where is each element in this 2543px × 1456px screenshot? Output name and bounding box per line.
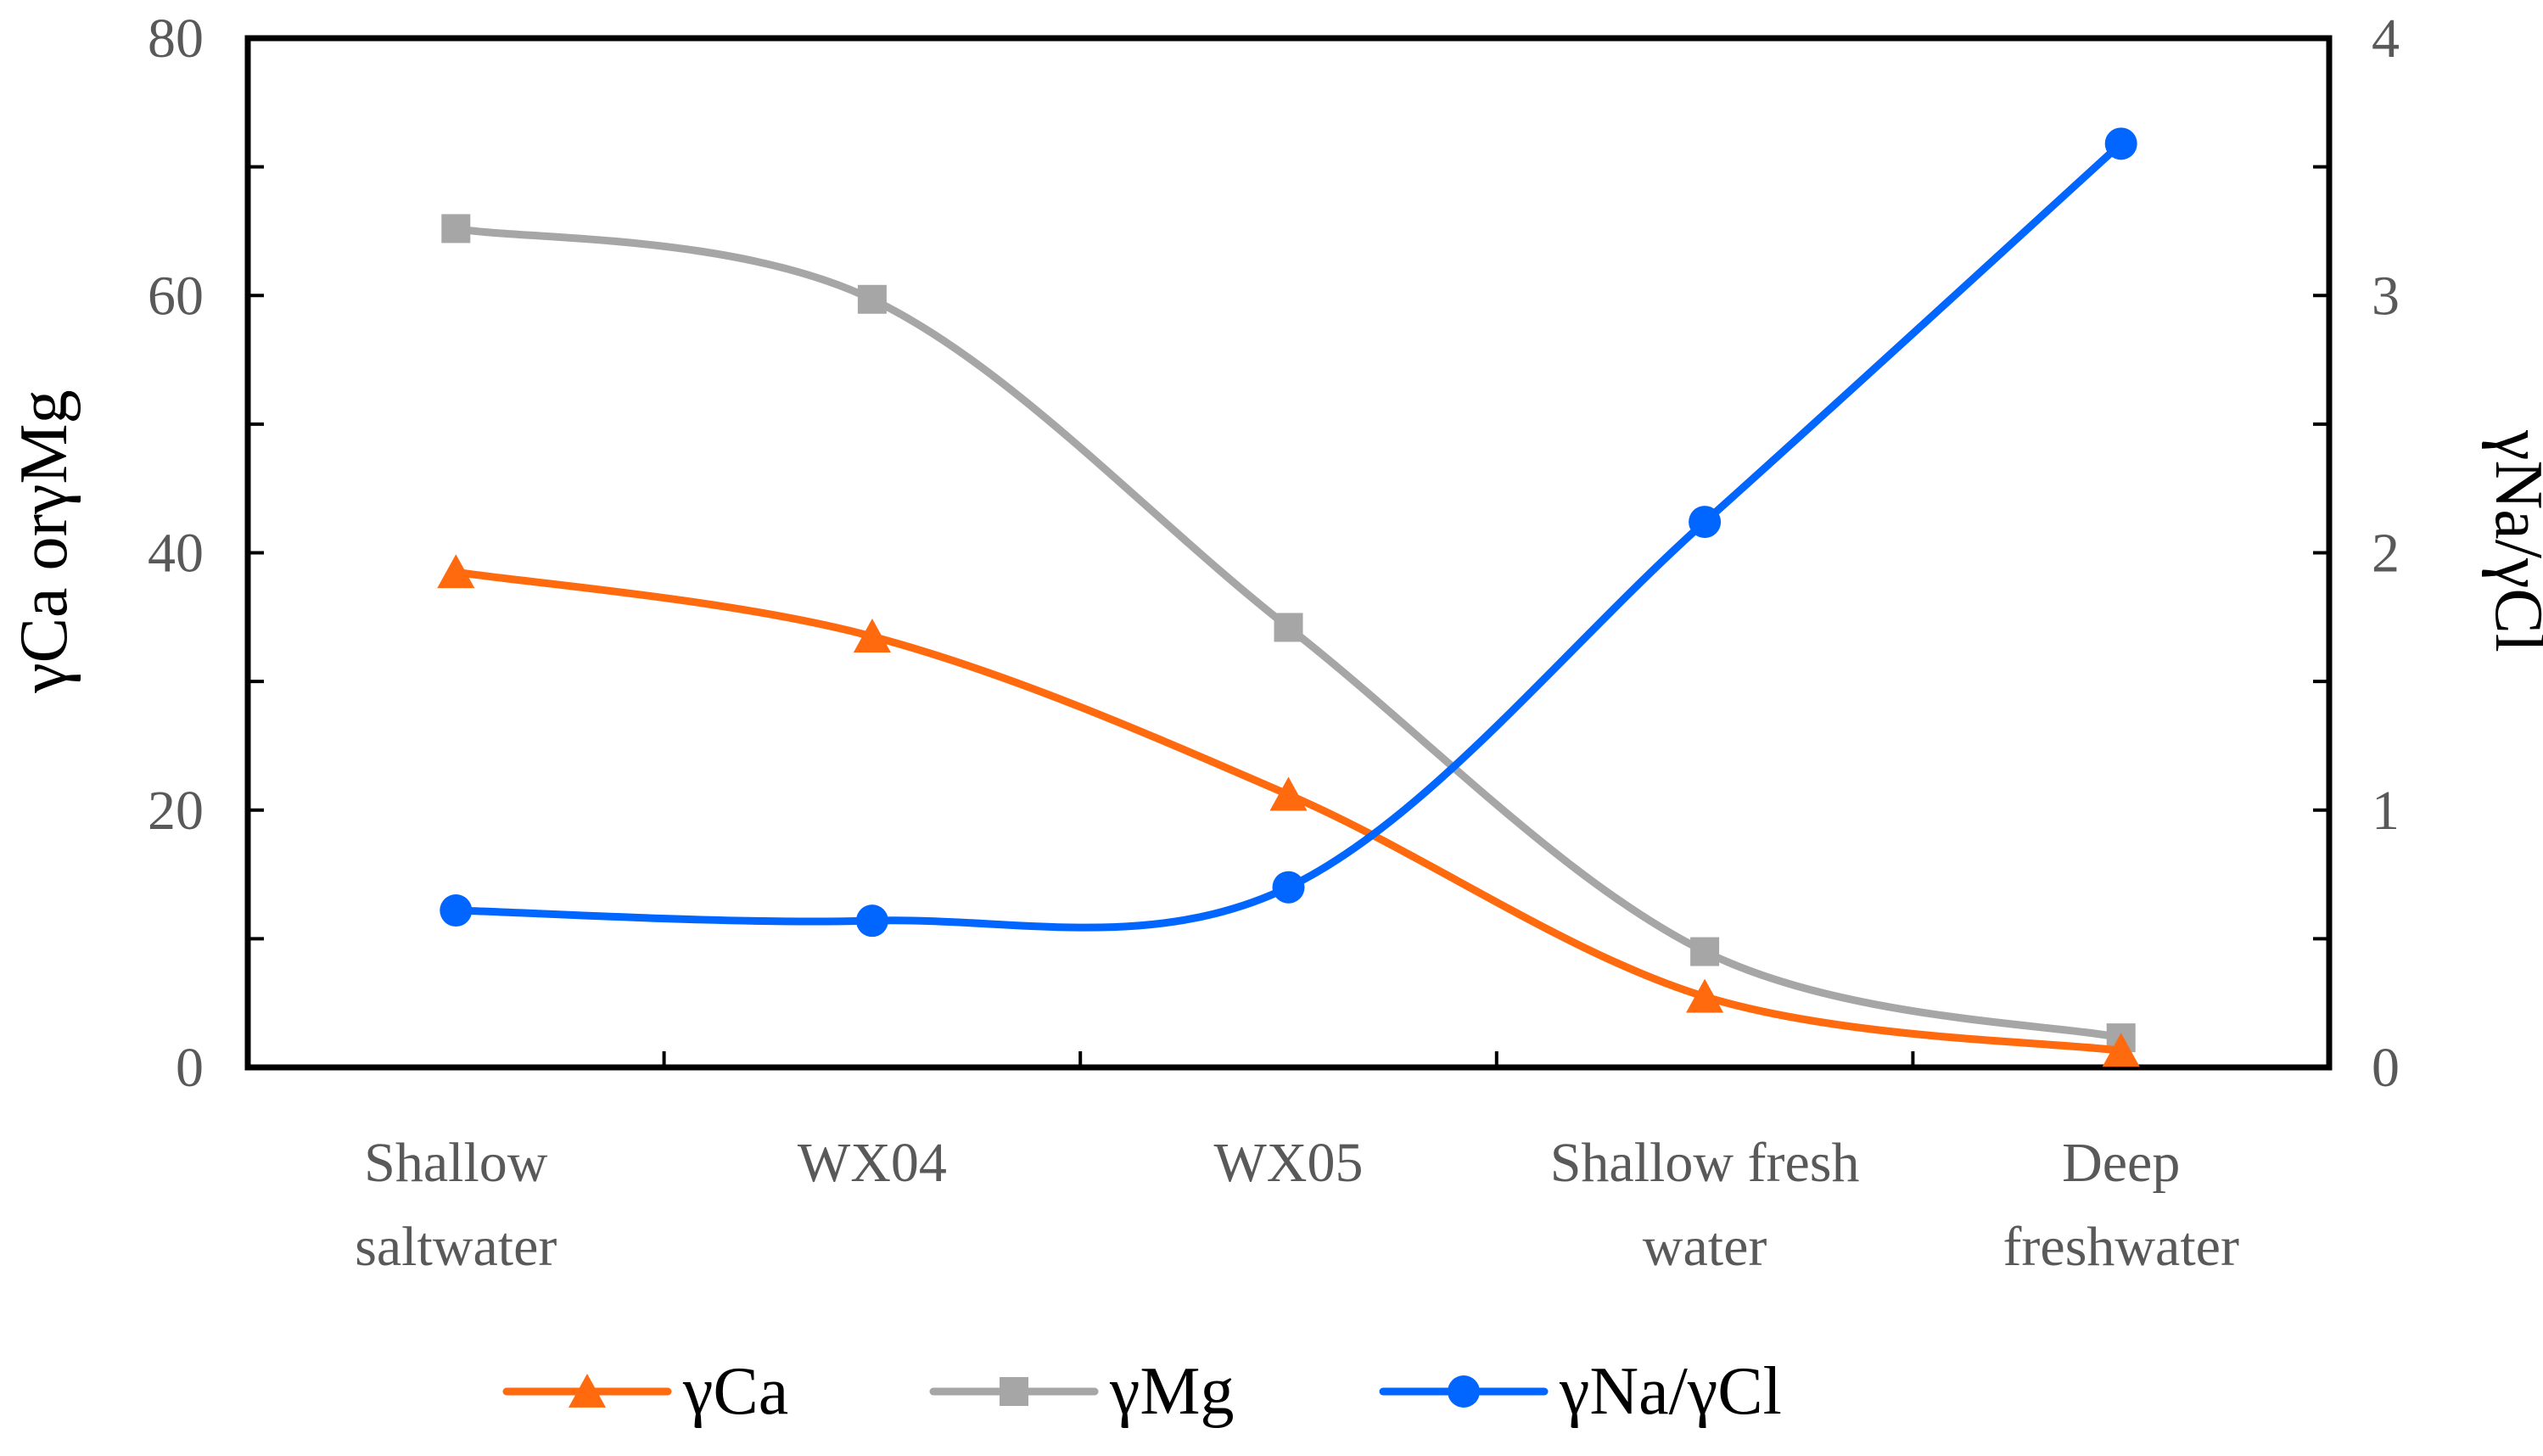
series-nacl (440, 127, 2137, 938)
legend-swatch-marker (1000, 1377, 1028, 1406)
category-label: WX04 (798, 1132, 947, 1194)
category-label: WX05 (1214, 1132, 1364, 1194)
data-point-nacl (440, 894, 473, 927)
legend-item-ca: γCa (502, 1354, 788, 1429)
left-tick-label: 0 (176, 1037, 204, 1099)
left-tick-label: 60 (148, 265, 204, 327)
data-point-ca (1686, 978, 1724, 1013)
right-tick-label: 0 (2372, 1037, 2400, 1099)
left-axis-title: γCa orγMg (7, 389, 81, 693)
legend-swatch-marker (568, 1374, 607, 1408)
data-point-mg (1274, 613, 1303, 642)
legend: γCa γMg γNa/γCl (502, 1354, 1782, 1429)
category-label: freshwater (2002, 1216, 2239, 1278)
legend-label: γCa (682, 1354, 788, 1429)
right-tick-label: 3 (2372, 265, 2400, 327)
data-point-mg (441, 214, 471, 244)
data-point-nacl (855, 904, 888, 938)
series-group (437, 127, 2140, 1067)
right-tick-label: 2 (2372, 523, 2400, 585)
series-line-ca (451, 568, 2126, 1055)
legend-label: γNa/γCl (1559, 1354, 1782, 1429)
data-point-nacl (2104, 127, 2137, 160)
right-axis-title: γNa/γCl (2481, 429, 2543, 652)
bottom-axis-ticks (662, 1051, 1915, 1067)
data-point-nacl (1272, 871, 1305, 904)
category-label: water (1643, 1216, 1767, 1278)
data-point-ca (2102, 1033, 2140, 1067)
left-tick-label: 20 (148, 780, 204, 842)
data-point-ca (853, 619, 891, 652)
right-axis-ticks: 0 1 2 3 4 (2313, 8, 2400, 1099)
left-axis-ticks: 0 20 40 60 80 (148, 8, 264, 1099)
right-tick-label: 1 (2372, 780, 2400, 842)
legend-label: γMg (1109, 1354, 1234, 1429)
data-point-mg (857, 284, 887, 314)
legend-item-nacl: γNa/γCl (1379, 1354, 1782, 1429)
data-point-mg (1690, 937, 1720, 966)
category-label: Shallow (364, 1132, 548, 1194)
data-point-ca (437, 554, 475, 589)
category-labels: Shallow saltwater WX04 WX05 Shallow fresh wat… (355, 1132, 2239, 1278)
series-line-nacl (451, 139, 2126, 932)
legend-swatch-marker (1448, 1375, 1480, 1408)
right-tick-label: 4 (2372, 8, 2400, 70)
left-tick-label: 80 (148, 8, 204, 70)
category-label: saltwater (355, 1216, 557, 1278)
series-ca (437, 554, 2140, 1067)
category-label: Shallow fresh (1550, 1132, 1860, 1194)
category-label: Deep (2062, 1132, 2180, 1194)
left-tick-label: 40 (148, 523, 204, 585)
data-point-nacl (1689, 506, 1722, 539)
data-point-ca (1269, 776, 1308, 811)
series-mg (441, 214, 2136, 1053)
legend-item-mg: γMg (929, 1354, 1234, 1429)
